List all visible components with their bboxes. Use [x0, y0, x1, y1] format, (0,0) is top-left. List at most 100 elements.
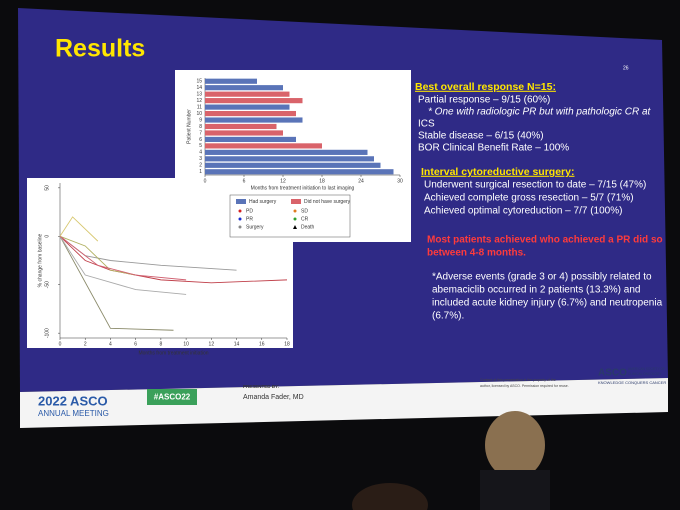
bar — [205, 130, 283, 136]
bar — [205, 149, 368, 155]
x-tick-label: 18 — [319, 178, 325, 184]
y-tick-label: 12 — [196, 98, 202, 104]
org-logo: ASCO — [598, 368, 627, 379]
presented-by: PRESENTED BY: — [243, 384, 280, 389]
y-axis-label: Patient Number — [186, 109, 192, 144]
y-tick-label: -100 — [44, 328, 50, 338]
bar — [205, 169, 394, 175]
text-line: * One with radiologic PR but with pathol… — [428, 107, 652, 118]
y-tick-label: 13 — [196, 91, 202, 97]
bar — [205, 85, 283, 91]
legend-label: SD — [301, 208, 308, 214]
bar — [205, 91, 290, 97]
text-line: ICS — [418, 119, 435, 130]
x-tick-label: 8 — [159, 341, 162, 347]
y-tick-label: -50 — [44, 281, 50, 288]
y-tick-label: 3 — [199, 156, 202, 162]
hashtag-box — [147, 389, 197, 405]
x-axis-label: Months from treatment initiation to last… — [251, 185, 355, 191]
tagline: KNOWLEDGE CONQUERS CANCER — [598, 380, 666, 385]
y-tick-label: 11 — [197, 104, 202, 110]
text-line: (6.7%). — [432, 311, 464, 322]
x-tick-label: 18 — [284, 341, 290, 347]
legend-label: Surgery — [246, 224, 264, 230]
x-tick-label: 30 — [397, 178, 403, 184]
y-tick-label: 9 — [199, 117, 202, 123]
notice: author, licensed by ASCO. Permission req… — [480, 384, 569, 388]
bar — [205, 143, 322, 149]
text-line: Stable disease – 6/15 (40%) — [418, 131, 544, 142]
highlight: between 4-8 months. — [427, 248, 526, 259]
text-line: abemaciclib occurred in 2 patients (13.3… — [432, 285, 640, 296]
series-line — [59, 235, 187, 281]
y-tick-label: 14 — [196, 85, 202, 91]
x-tick-label: 12 — [280, 178, 286, 184]
legend-marker — [293, 217, 297, 221]
y-tick-label: 50 — [44, 185, 50, 191]
legend-marker — [293, 209, 297, 213]
audience-body — [480, 470, 550, 510]
legend-box — [229, 194, 351, 238]
meeting-year: 2022 ASCO — [38, 393, 108, 408]
y-tick-label: 6 — [199, 137, 202, 143]
legend-label: CR — [301, 216, 309, 222]
y-tick-label: 1 — [199, 169, 202, 175]
y-tick-label: 0 — [44, 235, 50, 238]
x-tick-label: 6 — [243, 178, 246, 184]
audience-head — [352, 483, 428, 510]
legend-marker — [238, 209, 242, 213]
bar — [205, 162, 381, 168]
legend-swatch — [236, 199, 246, 204]
legend-label: PR — [246, 216, 253, 222]
x-tick-label: 2 — [84, 341, 87, 347]
series-line — [59, 235, 136, 276]
bar — [205, 98, 303, 104]
bar — [205, 117, 303, 123]
slide-title: Results — [55, 35, 145, 63]
x-axis-label: Months from treatment initiation — [138, 350, 208, 356]
y-tick-label: 4 — [199, 150, 202, 156]
x-tick-label: 14 — [234, 341, 240, 347]
legend-marker — [238, 217, 242, 221]
text-line: *Adverse events (grade 3 or 4) possibly … — [432, 272, 652, 283]
presenter: Amanda Fader, MD — [243, 394, 304, 401]
legend-label: Did not have surgery — [304, 199, 351, 205]
x-tick-label: 24 — [358, 178, 364, 184]
bar — [205, 78, 257, 84]
legend-label: Had surgery — [249, 199, 277, 205]
series-line — [59, 236, 174, 331]
text-line: included acute kidney injury (6.7%) and … — [432, 298, 663, 309]
x-tick-label: 16 — [259, 341, 265, 347]
y-tick-label: 2 — [199, 163, 202, 169]
audience-head — [485, 411, 545, 479]
legend-label: PD — [246, 208, 253, 214]
highlight: Most patients achieved who achieved a PR… — [427, 235, 663, 246]
y-tick-label: 5 — [199, 143, 202, 149]
text-line: Partial response – 9/15 (60%) — [418, 95, 550, 106]
y-tick-label: 7 — [199, 130, 202, 136]
y-tick-label: 8 — [199, 124, 202, 130]
text-line: BOR Clinical Benefit Rate – 100% — [418, 143, 569, 154]
x-tick-label: 6 — [134, 341, 137, 347]
text-line: Achieved optimal cytoreduction – 7/7 (10… — [424, 206, 622, 217]
text-block: Best overall response N=15: Partial respo… — [415, 81, 663, 322]
bar — [205, 123, 277, 130]
x-tick-label: 0 — [59, 341, 62, 347]
x-tick-label: 10 — [183, 341, 189, 347]
hashtag: #ASCO22 — [154, 393, 191, 402]
bar — [205, 136, 296, 143]
org-name: AMERICAN SOCIETY OF — [628, 367, 665, 371]
legend-label: Death — [301, 224, 315, 230]
y-tick-label: 15 — [196, 79, 202, 85]
y-tick-label: 10 — [196, 111, 202, 117]
text-line: Achieved complete gross resection – 5/7 … — [424, 193, 634, 204]
notice: Content of this presentation is the prop… — [480, 378, 556, 382]
meeting-name: ANNUAL MEETING — [38, 409, 109, 418]
bar — [205, 104, 290, 110]
x-tick-label: 12 — [209, 341, 215, 347]
heading: Best overall response N=15: — [415, 81, 556, 93]
org-name: CLINICAL ONCOLOGY — [628, 372, 662, 376]
series-line — [59, 236, 187, 295]
